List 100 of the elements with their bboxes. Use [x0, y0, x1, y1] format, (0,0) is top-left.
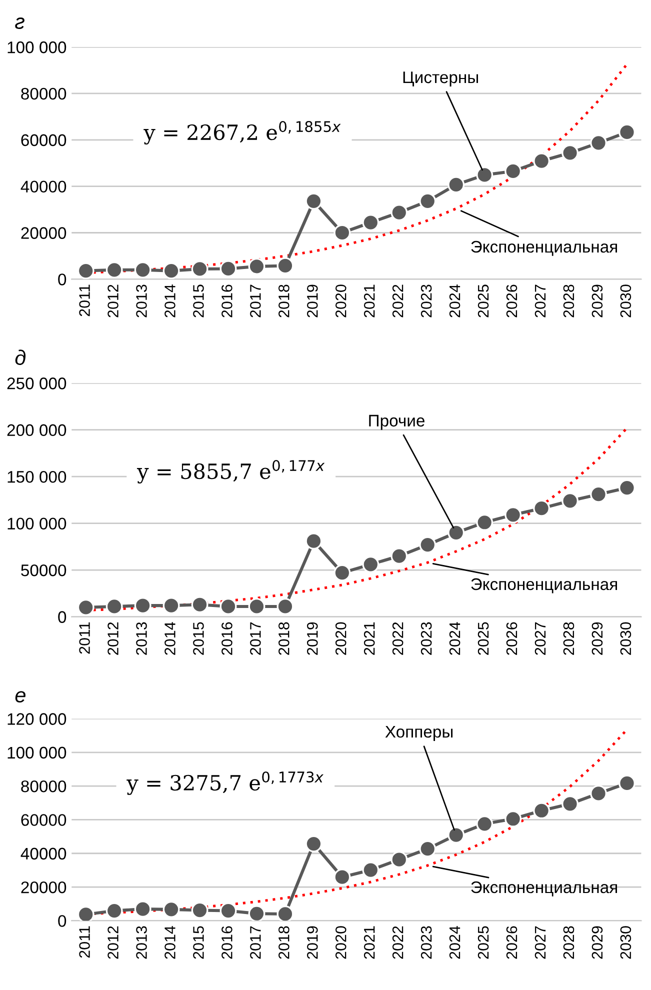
text: Цистерны: [403, 72, 478, 86]
x-tick-label: 2012: [108, 622, 118, 655]
point: [191, 260, 208, 278]
x-tick-label: 2026: [506, 284, 518, 318]
chart-title: д: [15, 350, 26, 365]
point: [419, 536, 436, 554]
x-tick-label: 2015: [193, 622, 204, 655]
point: [162, 597, 180, 614]
x-tick-label: 2011: [79, 926, 90, 958]
y-tick-label: 0: [58, 915, 66, 927]
text: Экспоненциальная: [471, 240, 617, 256]
x-tick-label: 2026: [506, 926, 518, 959]
x-tick-label: 2020: [335, 284, 346, 318]
x-tick-label: 2030: [620, 284, 632, 318]
point: [618, 774, 636, 792]
point: [134, 597, 152, 614]
point: [476, 166, 494, 184]
x-tick-label: 2030: [620, 622, 632, 655]
x-tick-label: 2018: [278, 622, 290, 655]
y-tick-label: 80000: [21, 88, 66, 100]
x-tick-label: 2027: [534, 622, 546, 655]
y-tick-label: 20000: [21, 881, 66, 894]
x-tick-label: 2029: [592, 622, 603, 655]
point: [504, 506, 522, 524]
y-tick-label: 200 000: [7, 424, 66, 436]
x-tick-label: 2018: [278, 926, 290, 959]
x-tick-label: 2023: [420, 284, 432, 318]
point: [419, 192, 436, 210]
x-tick-label: 2024: [449, 926, 460, 959]
y-tick-label: 50000: [21, 564, 66, 576]
point: [162, 262, 180, 280]
point: [390, 851, 408, 868]
x-tick-label: 2023: [420, 622, 432, 655]
y-tick-label: 100 000: [8, 746, 66, 759]
point: [448, 826, 465, 844]
x-tick-label: 2023: [420, 926, 432, 959]
y-tick-label: 80000: [21, 780, 66, 792]
point: [618, 479, 636, 496]
point: [334, 224, 351, 242]
y-tick-label: 40000: [20, 848, 66, 860]
x-tick-label: 2014: [164, 284, 176, 318]
y-tick-label: 0: [58, 274, 66, 286]
x-tick-label: 2012: [108, 926, 118, 959]
x-tick-label: 2019: [306, 926, 318, 959]
point: [362, 214, 380, 232]
point: [276, 905, 294, 921]
x-tick-label: 2027: [534, 926, 546, 959]
x-tick-label: 2019: [306, 284, 318, 318]
x-tick-label: 2017: [250, 284, 261, 318]
annotation: y = 3275,7 e$^{0,1773x}$: [126, 771, 324, 795]
y-tick-label: 100 000: [8, 41, 66, 54]
x-tick-label: 2029: [592, 926, 603, 959]
y-tick-label: 120 000: [8, 713, 66, 725]
y-tick-label: 20000: [21, 227, 66, 239]
point: [590, 784, 607, 802]
point: [191, 902, 208, 919]
x-tick-label: 2017: [250, 622, 261, 655]
point: [334, 868, 351, 886]
x-tick-label: 2012: [108, 284, 118, 318]
x-tick-label: 2016: [222, 622, 232, 655]
x-tick-label: 2025: [478, 284, 489, 318]
text: Хопперы: [385, 726, 453, 741]
point: [162, 900, 180, 918]
y-tick-label: 150 000: [8, 470, 66, 483]
point: [562, 144, 579, 162]
x-tick-label: 2026: [506, 622, 518, 655]
y-tick-label: 60000: [21, 134, 66, 146]
point: [248, 905, 266, 921]
y-tick-label: 250 000: [7, 378, 66, 390]
x-tick-label: 2019: [306, 622, 318, 655]
point: [106, 902, 123, 920]
x-tick-label: 2014: [164, 622, 176, 655]
series-label: Экспоненциальная: [471, 578, 617, 594]
point: [618, 124, 636, 141]
x-tick-label: 2024: [449, 622, 460, 655]
x-tick-label: 2017: [250, 926, 261, 959]
point: [220, 260, 237, 278]
x-tick-label: 2013: [136, 926, 147, 959]
point: [77, 906, 94, 921]
x-tick-label: 2021: [364, 284, 375, 318]
annotation: y = 5855,7 e$^{0,177x}$: [136, 460, 325, 484]
x-tick-label: 2021: [364, 622, 375, 655]
x-tick-label: 2030: [620, 926, 632, 959]
x-tick-label: 2011: [79, 284, 90, 316]
point: [476, 514, 494, 531]
x-tick-label: 2022: [392, 622, 404, 655]
x-tick-label: 2015: [193, 926, 204, 959]
point: [305, 532, 322, 550]
point: [106, 261, 123, 278]
point: [134, 261, 152, 278]
point: [390, 204, 408, 222]
point: [276, 257, 294, 274]
chart-title: е: [15, 691, 26, 703]
point: [504, 162, 522, 180]
x-tick-label: 2025: [478, 926, 489, 959]
x-tick-label: 2020: [335, 622, 346, 655]
point: [533, 802, 550, 820]
series-label: Экспоненциальная: [471, 881, 617, 896]
x-tick-label: 2028: [563, 926, 574, 959]
x-tick-label: 2020: [335, 926, 346, 959]
